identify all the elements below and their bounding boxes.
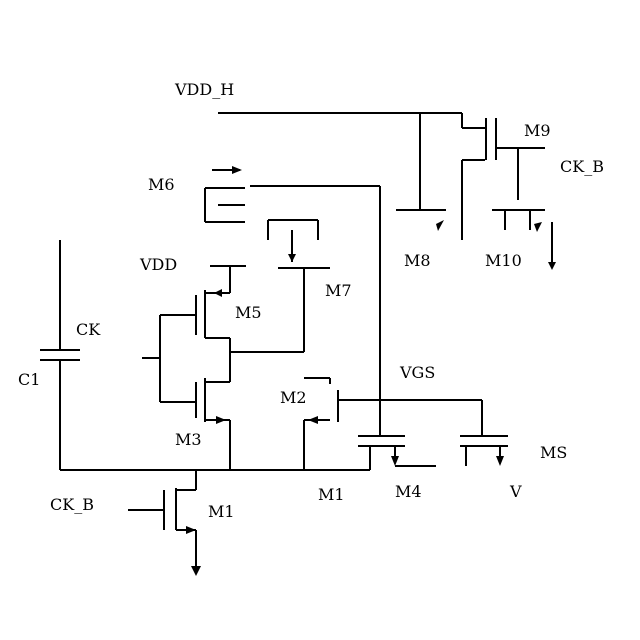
label-ck-left: CK bbox=[76, 320, 101, 339]
label-m5: M5 bbox=[235, 303, 262, 322]
label-v-bottom: V bbox=[509, 482, 522, 501]
transistor-m9 bbox=[461, 118, 545, 240]
label-m9: M9 bbox=[524, 121, 551, 140]
transistor-m5 bbox=[160, 265, 304, 382]
label-m1: M1 bbox=[318, 485, 345, 504]
transistor-m10 bbox=[492, 209, 556, 270]
transistor-m3 bbox=[160, 378, 231, 470]
transistor-ms bbox=[460, 400, 508, 466]
label-m7: M7 bbox=[325, 281, 352, 300]
transistor-m2 bbox=[303, 377, 482, 470]
label-m10: M10 bbox=[485, 251, 522, 270]
transistor-m6 bbox=[204, 166, 381, 240]
label-m1b: M1 bbox=[208, 502, 235, 521]
label-vdd-top: VDD_H bbox=[174, 80, 234, 99]
label-m6: M6 bbox=[148, 175, 175, 194]
transistor-m1-bottom bbox=[128, 470, 201, 576]
label-m8: M8 bbox=[404, 251, 431, 270]
label-m3: M3 bbox=[175, 430, 202, 449]
vdd-h-rail bbox=[218, 112, 463, 210]
label-ms-right: MS bbox=[540, 443, 567, 462]
label-ck-right: CK_B bbox=[560, 157, 604, 176]
label-m2: M2 bbox=[280, 388, 307, 407]
label-ck-bottom: CK_B bbox=[50, 495, 94, 514]
transistor-m4 bbox=[358, 435, 436, 470]
label-m4: M4 bbox=[395, 482, 422, 501]
capacitor-c1 bbox=[40, 240, 80, 470]
transistor-m7 bbox=[267, 219, 330, 352]
bottom-rail bbox=[60, 240, 381, 471]
label-vdd: VDD bbox=[139, 255, 177, 274]
transistor-m8 bbox=[396, 209, 446, 231]
label-vgs: VGS bbox=[399, 363, 435, 382]
inverter-input bbox=[142, 315, 161, 402]
label-c1: C1 bbox=[18, 370, 40, 389]
